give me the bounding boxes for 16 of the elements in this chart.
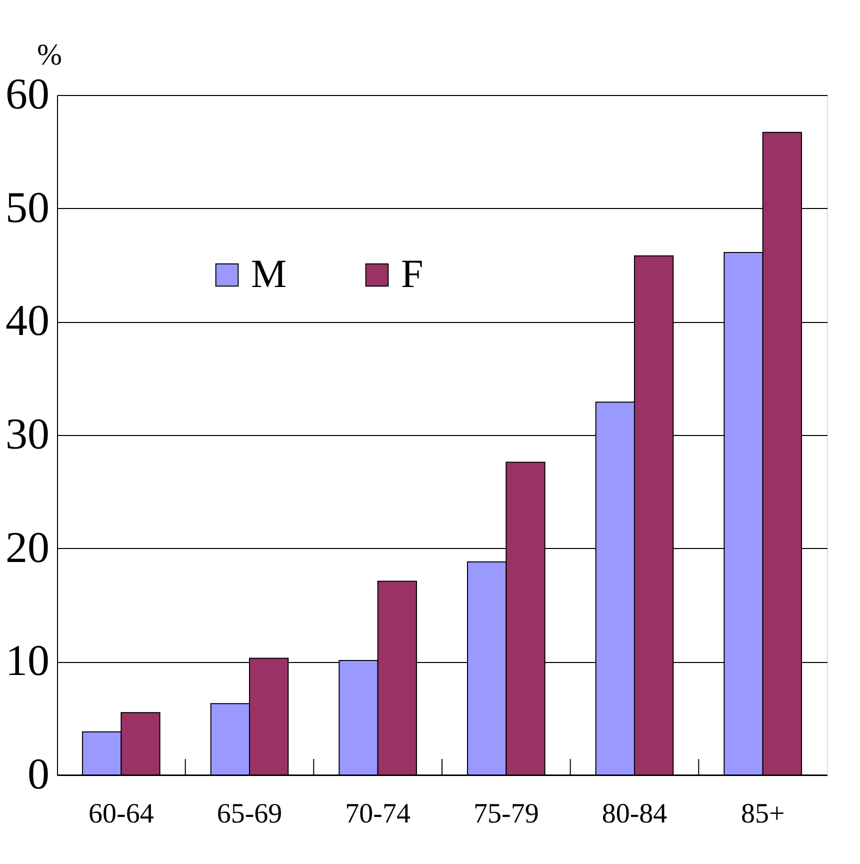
- y-tick-label: 40: [6, 296, 50, 346]
- y-tick-label: 30: [6, 410, 50, 458]
- y-axis-title: %: [37, 38, 62, 72]
- y-tick-label: 50: [6, 182, 50, 232]
- x-tick-label: 60-64: [88, 798, 154, 830]
- x-tick-label: 70-74: [345, 798, 410, 830]
- x-tick-label: 85+: [740, 798, 785, 830]
- x-tick-label: 75-79: [474, 798, 539, 830]
- x-tick-label: 65-69: [216, 798, 282, 830]
- y-tick-label: 0: [28, 750, 50, 798]
- y-tick-label: 20: [6, 522, 50, 572]
- y-tick-label: 10: [6, 636, 50, 686]
- legend-label: M: [251, 251, 287, 296]
- legend-label: F: [401, 251, 424, 296]
- y-tick-label: 60: [6, 70, 50, 118]
- x-tick-label: 80-84: [602, 798, 668, 830]
